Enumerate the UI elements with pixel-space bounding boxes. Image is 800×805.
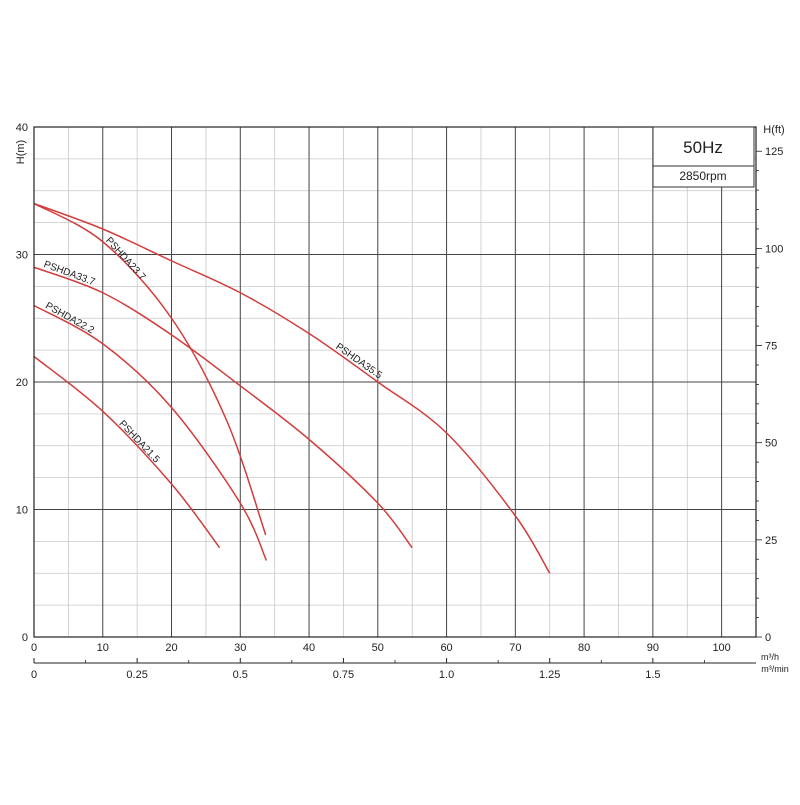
info-box: 50Hz 2850rpm [652, 126, 755, 188]
y-axis-title: H(m) [15, 140, 27, 164]
x-tick-label: 10 [97, 642, 109, 654]
x-tick-label: 40 [303, 642, 315, 654]
y-tick-label: 30 [16, 250, 28, 262]
x-tick-label: 70 [509, 642, 521, 654]
y-right-tick-label: 100 [765, 243, 783, 255]
curve-pshda22-2 [33, 304, 268, 561]
x-secondary-tick-label: 1.5 [645, 669, 660, 681]
y-right-tick-label: 25 [765, 535, 777, 547]
curve-label-pshda35-5: PSHDA35.5 [333, 341, 384, 381]
x-axis-unit: m³/h [761, 652, 779, 662]
major-grid [33, 126, 756, 638]
y-right-tick-label: 0 [765, 632, 771, 644]
curve-pshda21-5 [33, 355, 221, 549]
x-tick-label: 0 [31, 642, 37, 654]
y-axis-right-title: H(ft) [763, 124, 784, 136]
speed-label: 2850rpm [679, 169, 726, 183]
x-tick-label: 60 [440, 642, 452, 654]
x-tick-label: 30 [234, 642, 246, 654]
x-tick-label: 50 [372, 642, 384, 654]
info-box-frame [652, 126, 755, 188]
x-secondary-tick-label: 0 [31, 669, 37, 681]
y-tick-label: 20 [16, 377, 28, 389]
curve-pshda35-5 [33, 202, 551, 574]
x-axis-secondary-unit: m³/min [761, 664, 789, 674]
frequency-label: 50Hz [683, 138, 723, 157]
minor-grid [34, 127, 756, 637]
x-secondary-tick-label: 1.25 [539, 669, 560, 681]
curve-label-pshda23-7: PSHDA23.7 [103, 235, 148, 283]
y-right-tick-label: 125 [765, 146, 783, 158]
y-right-tick-label: 50 [765, 438, 777, 450]
x-tick-label: 20 [165, 642, 177, 654]
x-secondary-tick-label: 0.75 [333, 669, 354, 681]
curve-label-pshda21-5: PSHDA21.5 [116, 419, 161, 466]
curve-series-group [33, 202, 551, 574]
curve-pshda33-7 [33, 266, 413, 549]
curve-label-pshda33-7: PSHDA33.7 [42, 259, 97, 288]
x-secondary-tick-label: 0.5 [233, 669, 248, 681]
x-tick-label: 80 [578, 642, 590, 654]
x-secondary-tick-label: 1.0 [439, 669, 454, 681]
x-tick-label: 100 [712, 642, 730, 654]
y-tick-label: 10 [16, 505, 28, 517]
y-tick-label: 40 [16, 122, 28, 134]
x-secondary-tick-label: 0.25 [126, 669, 147, 681]
curve-pshda23-7 [33, 202, 267, 536]
y-tick-label: 0 [22, 632, 28, 644]
x-tick-label: 90 [647, 642, 659, 654]
y-right-tick-label: 75 [765, 341, 777, 353]
